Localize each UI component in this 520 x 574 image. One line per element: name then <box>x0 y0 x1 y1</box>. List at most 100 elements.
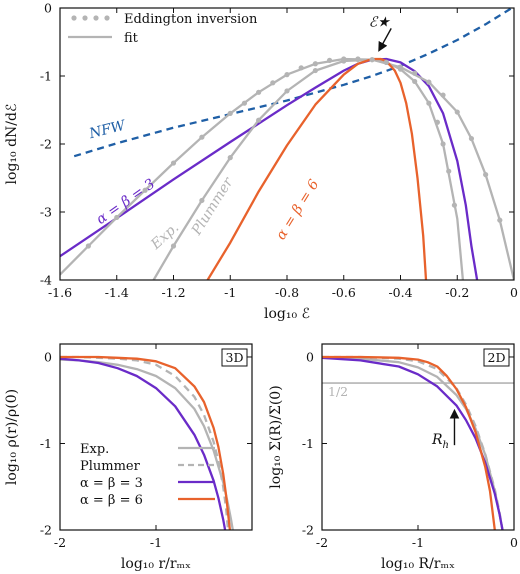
x-axis-label: log₁₀ ℰ <box>264 306 310 322</box>
eddington-point <box>483 172 489 178</box>
panel-bottom-right: -2 -1 0 -2 -1 0 log₁₀ R/rₘₓ log₁₀ Σ(R)/Σ(0) 1/2 2… <box>268 343 518 572</box>
x-tick-label: -0.8 <box>275 285 299 300</box>
series-line-nfw <box>73 8 514 158</box>
legend: Exp. Plummer α = β = 3 α = β = 6 <box>80 442 215 508</box>
series-line--3 <box>60 357 227 530</box>
plot-frame <box>321 343 515 531</box>
eddington-point <box>326 57 333 63</box>
panel-tag-box <box>221 348 248 367</box>
legend: Eddington inversion fit <box>68 12 258 46</box>
legend-label: α = β = 3 <box>80 476 143 491</box>
series-group <box>322 355 504 530</box>
eddington-point <box>199 197 205 204</box>
x-tick-label: -1 <box>150 535 162 550</box>
eddington-point <box>170 160 177 166</box>
legend-label: Plummer <box>80 459 141 474</box>
eddington-point <box>341 58 347 64</box>
annotation-half-light-radius: Rh <box>431 432 449 451</box>
y-axis-label: log₁₀ dN/dℰ <box>4 104 20 185</box>
series-line--6 <box>60 355 232 530</box>
eddington-point <box>497 217 503 223</box>
plot-frame <box>59 343 253 531</box>
eddington-point <box>142 187 148 193</box>
panel-tag: 2D <box>488 350 506 365</box>
series-line--3 <box>60 57 479 280</box>
legend-label: fit <box>124 31 139 46</box>
legend-label: α = β = 6 <box>80 493 143 508</box>
x-axis-label: log₁₀ r/rₘₓ <box>121 556 191 572</box>
eddington-point <box>199 134 205 140</box>
annotation-exp-: Exp. <box>147 220 182 254</box>
eddington-point <box>397 66 404 72</box>
eddington-point <box>312 61 318 67</box>
eddington-point <box>312 67 318 74</box>
x-tick-label: -2 <box>316 535 328 550</box>
y-tick-label: -1 <box>40 69 52 84</box>
eddington-point <box>227 110 233 116</box>
x-tick-label: -0.2 <box>445 285 469 300</box>
panel-top: -1.6 -1.4 -1.2 -1 -0.8 -0.6 -0.4 -0.2 0 -4 -3 -2 -1 0… <box>4 1 518 323</box>
eddington-point <box>426 100 432 106</box>
eddington-point <box>454 109 460 115</box>
y-tick-label: -1 <box>40 436 52 451</box>
eddington-point <box>440 92 446 98</box>
eddington-point <box>284 88 290 94</box>
annotation--3: α = β = 3 <box>93 176 158 228</box>
annotation--6: α = β = 6 <box>273 177 323 243</box>
series-line--3 <box>322 356 504 530</box>
eddington-point <box>241 100 248 106</box>
series-group <box>60 355 234 530</box>
eddington-point <box>114 214 120 221</box>
plot-frame <box>59 7 515 281</box>
eddington-point <box>256 117 262 123</box>
y-tick-label: 0 <box>44 349 52 364</box>
eddington-point <box>412 70 418 76</box>
x-tick-label: -1.6 <box>48 285 72 300</box>
eddington-point <box>284 72 290 78</box>
x-tick-label: -1.4 <box>105 285 129 300</box>
x-tick-label: -1.2 <box>161 285 185 300</box>
x-tick-label: -2 <box>54 535 66 550</box>
y-axis-label: log₁₀ Σ(R)/Σ(0) <box>268 385 284 488</box>
legend-marker <box>93 15 99 21</box>
eddington-point <box>440 141 446 147</box>
x-tick-label: -0.4 <box>388 285 412 300</box>
half-reference-label: 1/2 <box>328 384 348 399</box>
y-tick-label: -2 <box>40 523 52 538</box>
legend-label: Eddington inversion <box>124 12 258 27</box>
eddington-point <box>355 57 361 63</box>
legend-marker <box>82 15 88 21</box>
eddington-point <box>412 78 418 85</box>
series-line--6 <box>322 355 496 530</box>
eddington-point <box>426 79 432 85</box>
legend-marker <box>104 15 110 21</box>
y-tick-label: -3 <box>40 205 52 220</box>
x-axis-label: log₁₀ R/rₘₓ <box>381 556 455 572</box>
annotation-arrow <box>378 28 392 52</box>
legend-label: Exp. <box>80 442 109 457</box>
eddington-point <box>383 59 389 65</box>
eddington-point <box>298 65 304 71</box>
eddington-point <box>446 168 452 174</box>
x-tick-label: -1 <box>224 285 236 300</box>
y-tick-label: -2 <box>302 523 314 538</box>
y-axis-label: log₁₀ ρ(r)/ρ(0) <box>4 389 20 485</box>
annotation-nfw: NFW <box>87 117 129 142</box>
eddington-point <box>227 155 233 161</box>
y-tick-label: -2 <box>40 137 52 152</box>
panel-tag: 3D <box>226 350 244 365</box>
series-line--6 <box>206 57 428 280</box>
eddington-point <box>85 243 91 249</box>
y-tick-label: 0 <box>306 349 314 364</box>
eddington-point <box>369 57 375 63</box>
eddington-point <box>270 80 276 86</box>
panel-tag-box <box>483 348 510 367</box>
y-tick-label: -1 <box>302 436 314 451</box>
x-tick-label: -0.6 <box>332 285 356 300</box>
x-tick-label: 0 <box>510 285 518 300</box>
y-tick-label: -4 <box>40 273 52 288</box>
panel-bottom-left: -2 -1 -2 -1 0 log₁₀ r/rₘₓ log₁₀ ρ(r)/ρ(0) 3D Exp… <box>4 343 253 572</box>
y-tick-label: 0 <box>44 1 52 16</box>
annotation--: ℰ★ <box>369 14 391 30</box>
